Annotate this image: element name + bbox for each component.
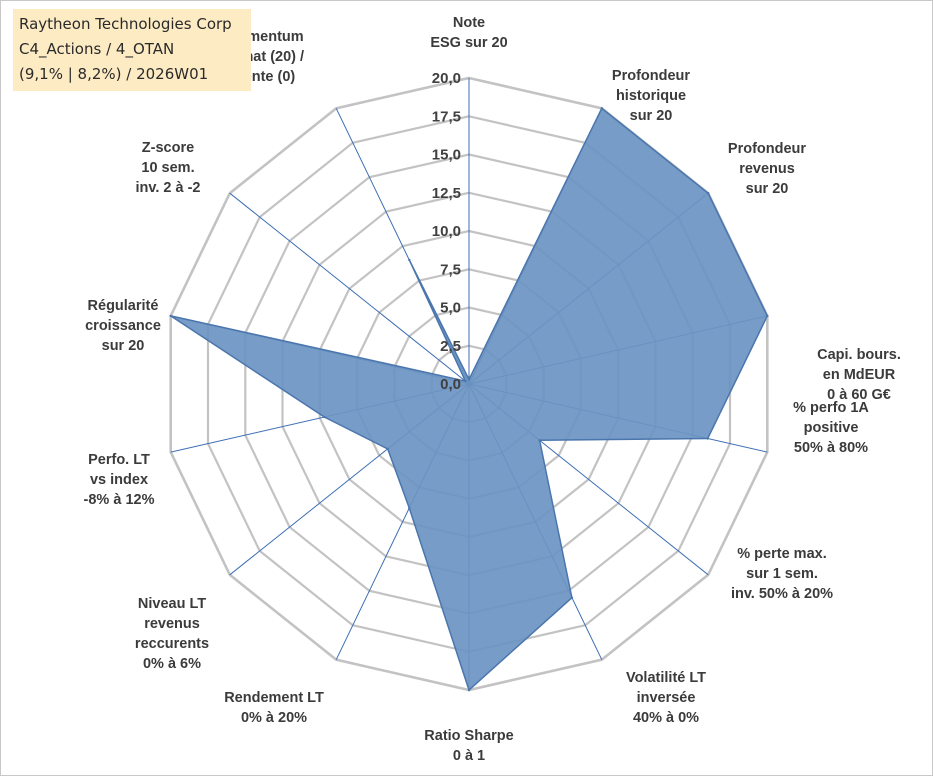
tick-label: 10,0 bbox=[432, 223, 461, 240]
tick-label: 20,0 bbox=[432, 70, 461, 87]
tick-label: 5,0 bbox=[440, 300, 461, 317]
series-point bbox=[706, 437, 709, 440]
axis-label: % perte max. bbox=[737, 546, 826, 562]
axis-label: -8% à 12% bbox=[84, 492, 155, 508]
axis-label: Note bbox=[453, 15, 485, 31]
axis-label: revenus bbox=[739, 161, 795, 177]
axis-label: % perfo 1A bbox=[793, 400, 869, 416]
series-layer bbox=[169, 107, 769, 692]
series-point bbox=[408, 258, 411, 262]
axis-label: inv. 2 à -2 bbox=[135, 180, 200, 196]
axis-label: 0% à 20% bbox=[241, 710, 307, 726]
axis-label: reccurents bbox=[135, 636, 209, 652]
axis-label: 50% à 80% bbox=[794, 440, 868, 456]
axis-label: positive bbox=[804, 420, 859, 436]
series-point bbox=[464, 379, 467, 383]
series-point bbox=[467, 688, 471, 692]
tick-label: 2,5 bbox=[440, 338, 461, 355]
series-point bbox=[600, 107, 603, 110]
weights-and-week: (9,1% | 8,2%) / 2026W01 bbox=[19, 65, 209, 83]
axis-label: revenus bbox=[144, 616, 200, 632]
axis-label: Ratio Sharpe bbox=[424, 728, 513, 744]
axis-label: sur 20 bbox=[102, 338, 145, 354]
axis-label: ESG sur 20 bbox=[430, 35, 507, 51]
tick-label: 15,0 bbox=[432, 147, 461, 164]
axis-label: Capi. bours. bbox=[817, 347, 901, 363]
axis-label: historique bbox=[616, 88, 686, 104]
series-point bbox=[707, 192, 710, 195]
axis-spoke bbox=[229, 192, 470, 385]
tick-layer: 0,0 2,5 5,0 7,5 10,0 12,5 15,0 17,5 20,0 bbox=[432, 70, 461, 393]
axis-label: Z-score bbox=[142, 140, 194, 156]
axis-label: vs index bbox=[90, 472, 148, 488]
series-point bbox=[169, 314, 172, 318]
tick-label: 0,0 bbox=[440, 376, 461, 393]
axis-label: Profondeur bbox=[612, 68, 690, 84]
axis-label: Volatilité LT bbox=[626, 670, 706, 686]
axis-label: inv. 50% à 20% bbox=[731, 586, 833, 602]
axis-label: Perfo. LT bbox=[88, 452, 150, 468]
series-point bbox=[408, 506, 411, 510]
axis-label: sur 1 sem. bbox=[746, 566, 818, 582]
axis-label: 0% à 6% bbox=[143, 656, 201, 672]
axis-label: Rendement LT bbox=[224, 690, 324, 706]
info-box: Raytheon Technologies Corp C4_Actions / … bbox=[13, 9, 251, 91]
axis-label: inversée bbox=[637, 690, 696, 706]
series-point bbox=[323, 415, 326, 419]
axis-label: 0 à 1 bbox=[453, 748, 485, 764]
company-name: Raytheon Technologies Corp bbox=[19, 15, 232, 33]
tick-label: 12,5 bbox=[432, 185, 461, 202]
label-layer: Note ESG sur 20 Profondeur historique sur 20… bbox=[84, 15, 901, 764]
axis-label: 0 à 60 G€ bbox=[827, 387, 891, 403]
axis-label: 10 sem. bbox=[141, 160, 194, 176]
series-point bbox=[766, 314, 769, 318]
series-point bbox=[570, 596, 574, 599]
series-point bbox=[467, 378, 471, 381]
series-point bbox=[386, 447, 389, 451]
tick-label: 7,5 bbox=[440, 261, 461, 278]
axis-label: sur 20 bbox=[746, 181, 789, 197]
portfolio-category: C4_Actions / 4_OTAN bbox=[19, 40, 175, 58]
axis-label: Profondeur bbox=[728, 141, 806, 157]
series-point bbox=[538, 439, 541, 442]
axis-label: en MdEUR bbox=[823, 367, 896, 383]
tick-label: 17,5 bbox=[432, 108, 461, 125]
axis-label: Niveau LT bbox=[138, 596, 206, 612]
axis-label: 40% à 0% bbox=[633, 710, 699, 726]
axis-label: croissance bbox=[85, 318, 161, 334]
axis-label: Régularité bbox=[88, 298, 159, 314]
axis-label: sur 20 bbox=[630, 108, 673, 124]
